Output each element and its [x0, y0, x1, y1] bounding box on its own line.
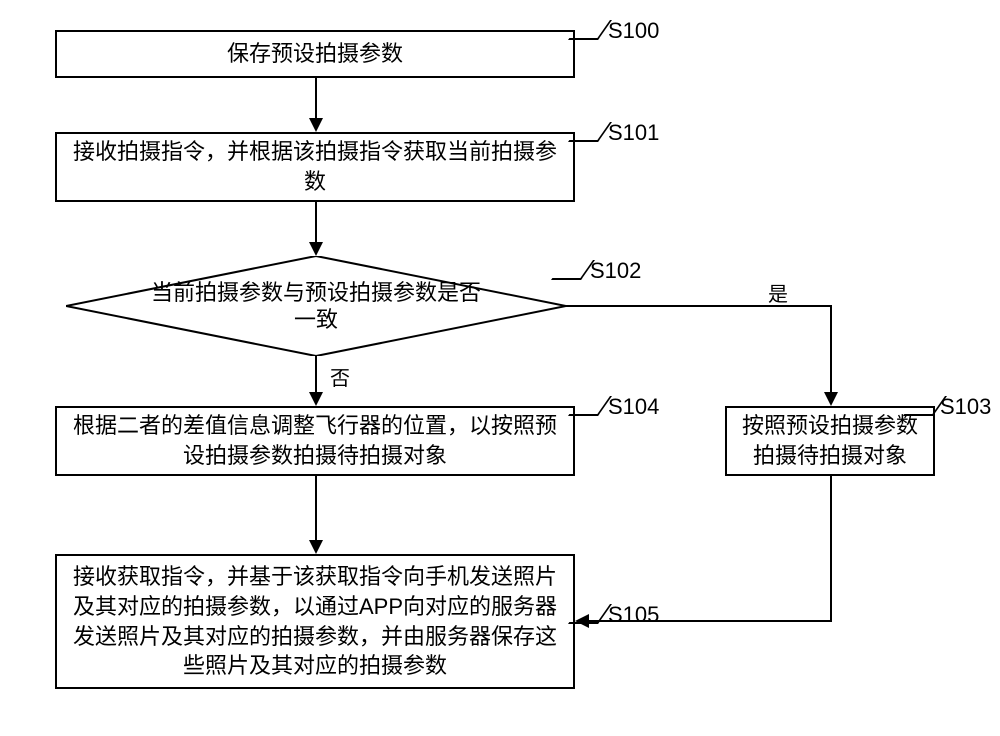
- arrow-s102-yes-v: [830, 305, 832, 392]
- step-s104-box: 根据二者的差值信息调整飞行器的位置，以按照预设拍摄参数拍摄待拍摄对象: [55, 406, 575, 476]
- step-s100-text: 保存预设拍摄参数: [227, 39, 403, 69]
- arrow-s102-yes-h: [566, 305, 830, 307]
- step-s105-text: 接收获取指令，并基于该获取指令向手机发送照片及其对应的拍摄参数，以通过APP向对…: [67, 562, 563, 681]
- arrowhead-s102-yes: [824, 392, 838, 406]
- step-s102-label: S102: [590, 258, 641, 284]
- step-s105-label: S105: [608, 602, 659, 628]
- step-s101-label: S101: [608, 120, 659, 146]
- step-s105-box: 接收获取指令，并基于该获取指令向手机发送照片及其对应的拍摄参数，以通过APP向对…: [55, 554, 575, 689]
- leader-s104: [568, 396, 612, 416]
- step-s101-text: 接收拍摄指令，并根据该拍摄指令获取当前拍摄参数: [67, 137, 563, 196]
- edge-yes-label: 是: [768, 278, 788, 307]
- step-s102-diamond: 当前拍摄参数与预设拍摄参数是否一致: [66, 256, 566, 356]
- step-s103-box: 按照预设拍摄参数拍摄待拍摄对象: [725, 406, 935, 476]
- step-s102-text: 当前拍摄参数与预设拍摄参数是否一致: [146, 279, 486, 334]
- step-s103-label: S103: [940, 394, 991, 420]
- leader-s101: [568, 122, 612, 142]
- arrow-s104-s105: [315, 476, 317, 540]
- arrowhead-s101-s102: [309, 242, 323, 256]
- step-s104-label: S104: [608, 394, 659, 420]
- leader-s100: [568, 20, 612, 40]
- step-s101-box: 接收拍摄指令，并根据该拍摄指令获取当前拍摄参数: [55, 132, 575, 202]
- arrow-s101-s102: [315, 202, 317, 242]
- arrow-s103-s105-v: [830, 476, 832, 620]
- step-s103-text: 按照预设拍摄参数拍摄待拍摄对象: [737, 411, 923, 470]
- arrowhead-s104-s105: [309, 540, 323, 554]
- step-s100-label: S100: [608, 18, 659, 44]
- step-s104-text: 根据二者的差值信息调整飞行器的位置，以按照预设拍摄参数拍摄待拍摄对象: [67, 411, 563, 470]
- step-s100-box: 保存预设拍摄参数: [55, 30, 575, 78]
- arrow-s102-no-v: [315, 356, 317, 392]
- arrowhead-s102-no: [309, 392, 323, 406]
- arrowhead-s100-s101: [309, 118, 323, 132]
- edge-no-label: 否: [330, 362, 350, 391]
- arrow-s100-s101: [315, 78, 317, 118]
